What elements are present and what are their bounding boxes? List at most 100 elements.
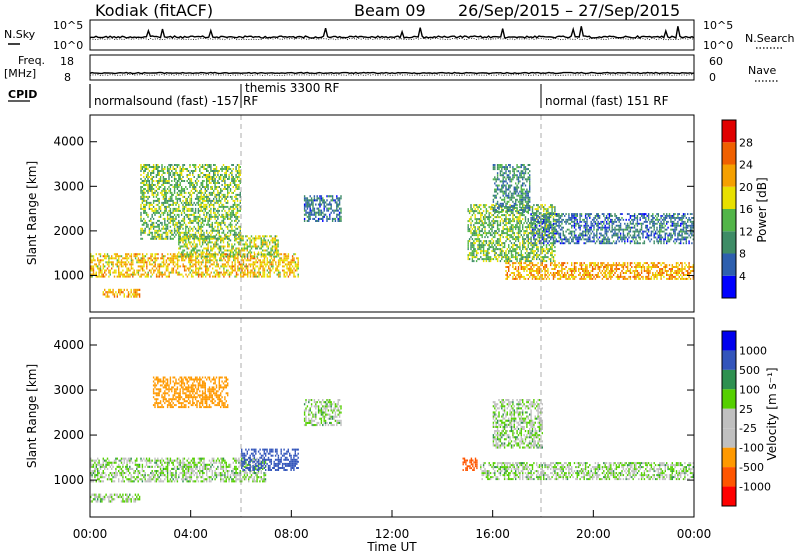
power-echo-cell — [516, 274, 518, 276]
power-echo-cell — [157, 166, 159, 168]
power-echo-cell — [150, 227, 152, 230]
power-echo-cell — [161, 273, 163, 276]
power-echo-cell — [252, 267, 254, 270]
power-echo-cell — [193, 201, 195, 204]
power-echo-cell — [515, 224, 517, 227]
power-echo-cell — [225, 237, 227, 240]
power-echo-cell — [150, 237, 152, 240]
power-echo-cell — [481, 236, 483, 239]
power-echo-cell — [541, 270, 543, 272]
power-echo-cell — [478, 230, 481, 233]
power-echo-cell — [224, 186, 226, 188]
power-echo-cell — [498, 228, 500, 231]
power-echo-cell — [557, 274, 559, 276]
power-echo-cell — [174, 253, 176, 256]
power-echo-cell — [533, 254, 535, 257]
power-echo-cell — [529, 200, 531, 203]
power-echo-cell — [189, 271, 191, 274]
power-echo-cell — [550, 206, 552, 209]
power-echo-cell — [214, 229, 216, 232]
power-echo-cell — [501, 198, 503, 201]
power-echo-cell — [231, 267, 233, 270]
power-echo-cell — [578, 274, 580, 276]
power-echo-cell — [558, 262, 560, 265]
power-echo-cell — [505, 262, 507, 265]
power-echo-cell — [159, 170, 162, 172]
power-echo-cell — [323, 199, 325, 202]
power-echo-cell — [524, 204, 527, 207]
power-echo-cell — [161, 201, 163, 204]
power-echo-cell — [530, 262, 532, 265]
power-echo-cell — [474, 230, 476, 233]
power-echo-cell — [537, 250, 539, 253]
power-echo-cell — [520, 252, 522, 255]
power-echo-cell — [517, 262, 520, 265]
power-echo-cell — [517, 236, 520, 239]
power-echo-cell — [187, 174, 190, 176]
power-echo-cell — [214, 255, 216, 258]
power-echo-cell — [297, 265, 299, 268]
power-echo-cell — [255, 259, 257, 262]
power-echo-cell — [154, 211, 156, 214]
power-echo-cell — [188, 267, 190, 270]
power-echo-cell — [331, 195, 334, 198]
power-echo-cell — [185, 213, 187, 216]
power-echo-cell — [185, 265, 187, 268]
power-echo-cell — [537, 234, 539, 237]
power-echo-cell — [144, 184, 146, 186]
power-echo-cell — [104, 265, 106, 268]
power-echo-cell — [164, 221, 166, 224]
power-echo-cell — [543, 256, 545, 259]
power-echo-cell — [491, 230, 493, 233]
power-echo-cell — [171, 191, 173, 194]
power-echo-cell — [144, 209, 146, 212]
power-echo-cell — [220, 235, 222, 238]
power-echo-cell — [137, 273, 140, 276]
power-echo-cell — [316, 195, 318, 198]
power-echo-cell — [501, 180, 503, 183]
power-echo-cell — [140, 227, 142, 230]
power-echo-cell — [254, 269, 256, 272]
power-echo-cell — [520, 214, 522, 217]
power-echo-cell — [238, 215, 240, 218]
power-echo-cell — [243, 245, 246, 248]
power-echo-cell — [331, 197, 334, 200]
power-echo-cell — [211, 227, 213, 230]
power-echo-cell — [222, 217, 225, 220]
power-echo-cell — [566, 262, 569, 265]
power-echo-cell — [221, 221, 223, 224]
power-echo-cell — [224, 166, 226, 168]
power-echo-cell — [263, 263, 266, 266]
power-echo-cell — [208, 209, 211, 212]
power-echo-cell — [544, 256, 546, 259]
power-echo-cell — [166, 231, 169, 234]
power-echo-cell — [220, 241, 222, 244]
power-echo-cell — [515, 268, 517, 270]
power-echo-cell — [319, 197, 321, 200]
power-echo-cell — [492, 200, 495, 203]
power-echo-cell — [157, 231, 159, 234]
power-echo-cell — [322, 217, 324, 220]
power-echo-cell — [109, 269, 111, 272]
power-echo-cell — [282, 269, 284, 272]
power-echo-cell — [333, 199, 335, 202]
power-echo-cell — [231, 191, 233, 194]
power-echo-cell — [223, 269, 225, 272]
power-echo-cell — [165, 223, 167, 226]
power-echo-cell — [165, 259, 168, 262]
power-echo-cell — [206, 255, 208, 258]
power-echo-cell — [169, 237, 172, 240]
power-echo-cell — [165, 267, 168, 270]
power-echo-cell — [164, 271, 166, 274]
power-echo-cell — [259, 235, 261, 238]
power-echo-cell — [207, 253, 210, 256]
power-echo-cell — [536, 212, 538, 215]
power-echo-cell — [150, 188, 152, 190]
power-echo-cell — [548, 244, 550, 247]
power-echo-cell — [224, 205, 226, 208]
power-echo-cell — [101, 271, 103, 274]
power-echo-cell — [189, 172, 191, 174]
power-echo-cell — [150, 269, 152, 272]
power-echo-cell — [189, 180, 191, 182]
power-echo-cell — [165, 201, 167, 204]
